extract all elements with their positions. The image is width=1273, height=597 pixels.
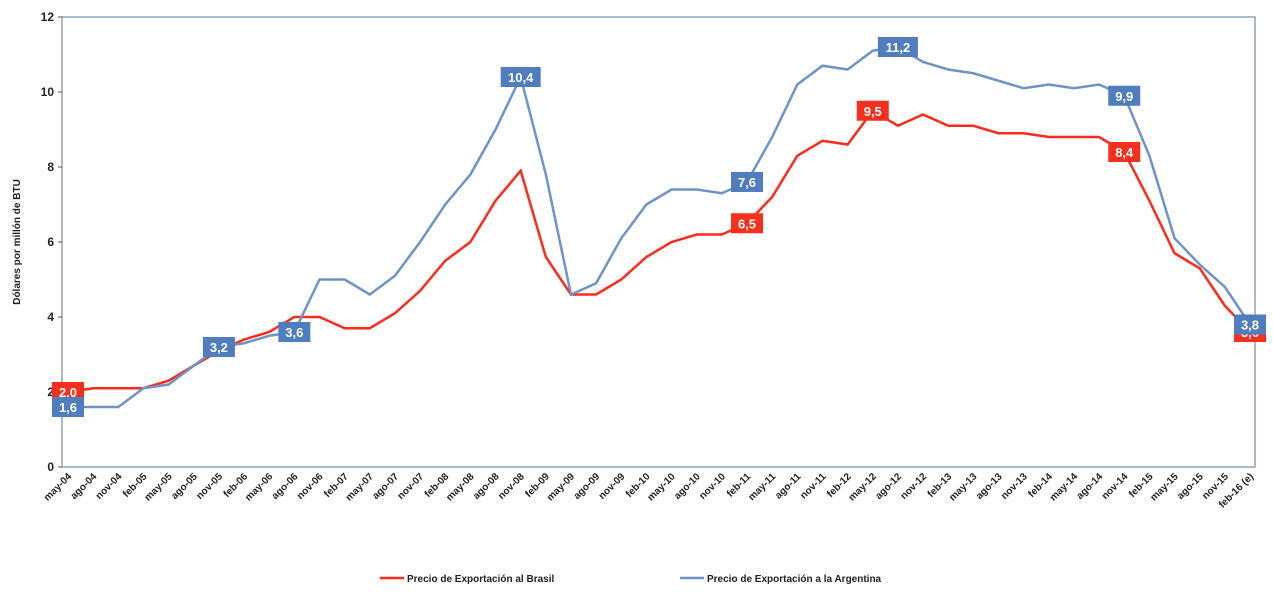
data-label: 8,4: [1115, 145, 1134, 160]
x-tick-label: ago-10: [672, 471, 703, 502]
y-tick-label: 0: [47, 460, 54, 474]
data-label: 9,9: [1115, 89, 1133, 104]
legend-label: Precio de Exportación a la Argentina: [707, 574, 882, 585]
x-tick-label: ago-08: [471, 471, 502, 502]
y-tick-label: 4: [47, 310, 54, 324]
data-label: 3,6: [285, 325, 303, 340]
x-tick-label: ago-15: [1175, 471, 1206, 502]
data-label: 9,5: [864, 104, 882, 119]
y-axis-label: Dólares por millón de BTU: [12, 179, 23, 305]
x-tick-label: nov-11: [798, 471, 828, 501]
x-tick-label: ago-06: [270, 471, 301, 502]
data-label: 11,2: [886, 40, 911, 55]
x-tick-label: may-14: [1048, 471, 1080, 503]
x-tick-label: nov-10: [697, 471, 728, 502]
x-tick-label: may-15: [1149, 471, 1181, 503]
x-tick-label: may-08: [444, 471, 476, 503]
x-tick-label: ago-09: [572, 471, 603, 502]
x-tick-label: may-05: [143, 471, 175, 503]
x-tick-label: may-04: [42, 471, 74, 503]
data-label-box: [731, 172, 764, 192]
data-label-box: [202, 337, 235, 357]
x-tick-label: may-09: [545, 471, 577, 503]
x-tick-label: ago-14: [1075, 471, 1106, 502]
x-tick-label: nov-09: [597, 471, 628, 502]
data-label-box: [500, 67, 541, 87]
x-tick-label: ago-13: [974, 471, 1005, 502]
x-tick-label: may-11: [747, 471, 779, 503]
x-tick-label: may-07: [344, 471, 376, 503]
x-tick-label: may-13: [947, 471, 979, 503]
x-tick-label: nov-05: [194, 471, 225, 502]
data-label: 7,6: [738, 175, 756, 190]
x-tick-label: nov-13: [999, 471, 1030, 502]
x-tick-label: nov-07: [396, 471, 427, 502]
x-tick-label: may-06: [243, 471, 275, 503]
data-label: 3,2: [210, 340, 228, 355]
y-tick-label: 8: [47, 160, 54, 174]
x-tick-label: ago-07: [370, 471, 401, 502]
data-label: 2,0: [59, 385, 77, 400]
x-tick-label: ago-11: [773, 471, 803, 501]
x-tick-label: nov-12: [899, 471, 930, 502]
x-tick-label: nov-08: [496, 471, 527, 502]
x-tick-label: ago-12: [873, 471, 904, 502]
x-tick-label: may-10: [646, 471, 678, 503]
data-label-box: [1234, 314, 1266, 335]
x-tick-label: ago-04: [69, 471, 100, 502]
y-tick-label: 10: [41, 85, 55, 99]
data-label-box: [52, 397, 84, 417]
data-label: 6,5: [738, 216, 756, 231]
plot-border: [61, 16, 1256, 468]
x-tick-label: ago-05: [169, 471, 200, 502]
legend-label: Precio de Exportación al Brasil: [407, 574, 554, 585]
data-label: 10,4: [508, 70, 534, 85]
data-label-box: [278, 322, 311, 342]
data-label: 1,6: [59, 400, 77, 415]
y-tick-label: 6: [47, 235, 54, 249]
x-tick-label: may-12: [847, 471, 879, 503]
data-label: 3,8: [1241, 318, 1259, 333]
data-label-box: [1108, 142, 1141, 162]
data-label-box: [856, 100, 889, 121]
x-tick-label: nov-04: [94, 471, 125, 502]
y-tick-label: 12: [41, 10, 55, 24]
series-line: [68, 45, 1252, 409]
x-tick-label: nov-14: [1100, 471, 1131, 502]
data-label-box: [1108, 85, 1141, 106]
x-tick-label: nov-06: [295, 471, 326, 502]
data-label-box: [877, 37, 918, 57]
data-label-box: [731, 213, 764, 234]
series-line: [67, 109, 1251, 394]
y-tick-label: 2: [47, 385, 54, 399]
